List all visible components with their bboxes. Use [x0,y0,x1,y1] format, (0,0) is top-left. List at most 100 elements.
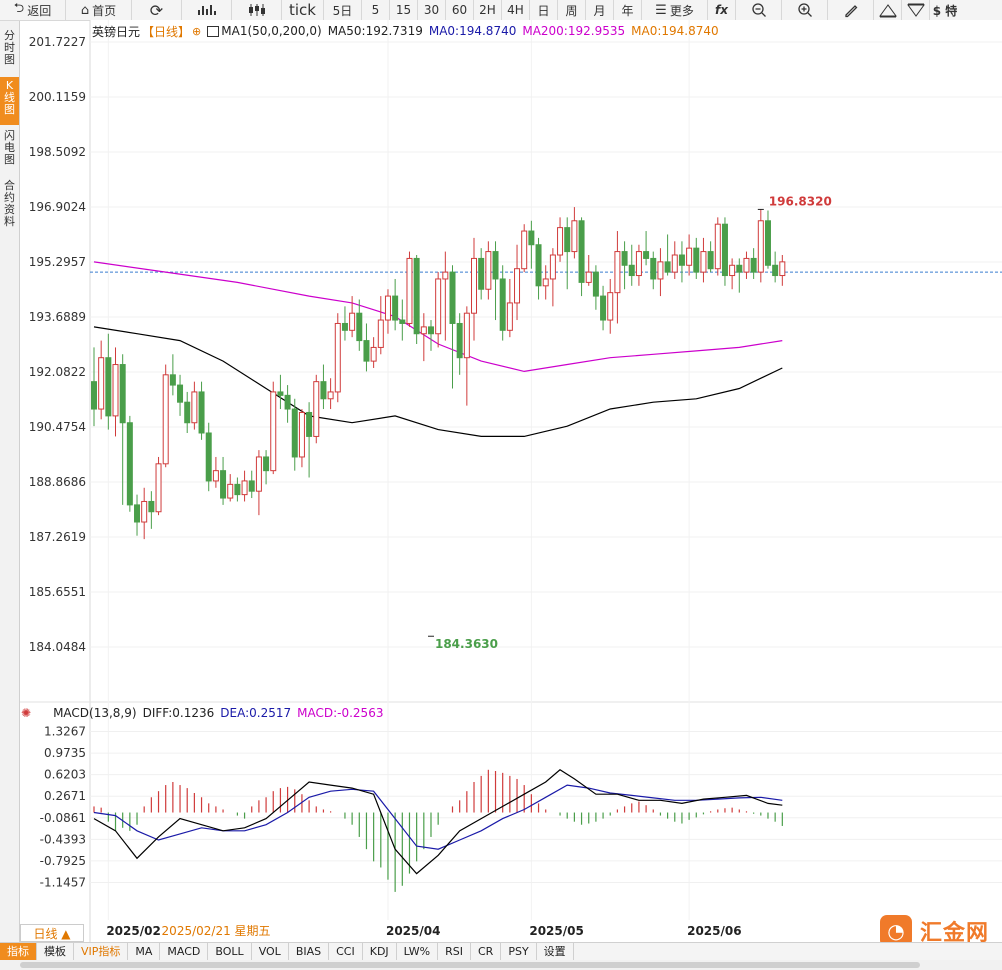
macd-dea: DEA:0.2517 [220,706,292,720]
period-dropdown[interactable]: 日线 ▲ [20,924,84,942]
macd-tick-label: -0.7925 [40,854,86,868]
zoom-in-button[interactable] [782,0,828,20]
tab-lw[interactable]: LW% [397,943,439,961]
x-tick-label: 2025/05 [529,924,583,938]
sidebar-item-timeshare[interactable]: 分时图 [0,27,19,75]
tab-vip-indicator[interactable]: VIP指标 [74,943,129,961]
period-label: 2H [479,3,496,17]
candle [750,257,757,273]
chart-up-button[interactable] [874,0,902,20]
candle [291,408,298,458]
candle [635,251,642,277]
candles [91,207,786,540]
horizontal-scrollbar[interactable] [0,960,1002,970]
refresh-button[interactable]: ⟳ [132,0,182,20]
zoom-out-icon [751,3,766,17]
period-month[interactable]: 月 [586,0,614,20]
sidebar-item-kline[interactable]: K线图 [0,77,19,125]
period-label: 年 [621,3,634,18]
draw-button[interactable] [828,0,874,20]
more-button[interactable]: ☰ 更多 [642,0,708,20]
period-5day[interactable]: 5日 [324,0,362,20]
period-year[interactable]: 年 [614,0,642,20]
candle [177,384,184,403]
candle [162,374,169,465]
diff-line [93,769,783,875]
period-2h[interactable]: 2H [474,0,502,20]
formula-button[interactable]: fx [708,0,736,20]
tab-label: CCI [336,945,355,958]
tab-cr[interactable]: CR [471,943,502,961]
dollar-button[interactable]: $ 特 [930,0,960,20]
settings-icon[interactable]: ⊕ [192,24,202,38]
price-axis: 201.7227 200.1159 198.5092 196.9024 195.2957… [29,35,86,654]
chart-down-button[interactable] [902,0,930,20]
tab-vol[interactable]: VOL [252,943,289,961]
bar-chart-button[interactable] [182,0,232,20]
period-30min[interactable]: 30 [418,0,446,20]
period-label: 日 [537,3,550,18]
candle [463,312,470,359]
candle [492,251,499,280]
pencil-icon [844,5,857,18]
candle [435,278,442,335]
candle [98,357,105,410]
candle-chart-button[interactable] [232,0,282,20]
back-label: 返回 [27,3,52,18]
macd-tick-label: 1.3267 [44,725,86,739]
period-15min[interactable]: 15 [390,0,418,20]
period-label: 5 [371,3,380,17]
tab-psy[interactable]: PSY [501,943,537,961]
macd-value: MACD:-0.2563 [297,706,384,720]
period-label: 4H [507,3,524,17]
sidebar-item-contract[interactable]: 合约资料 [0,177,19,237]
ma0b-value: MA0:194.8740 [631,24,719,38]
tab-ma[interactable]: MA [128,943,161,961]
candle [334,322,341,393]
candle [306,411,313,437]
period-day[interactable]: 日 [530,0,558,20]
y-tick-label: 196.9024 [29,200,86,214]
scrollbar-thumb[interactable] [20,962,920,968]
macd-tick-label: 0.9735 [44,746,86,760]
tab-boll[interactable]: BOLL [208,943,252,961]
macd-tick-label: 0.2671 [44,789,86,803]
period-4h[interactable]: 4H [502,0,530,20]
image-icon[interactable] [207,25,220,37]
y-tick-label: 190.4754 [29,420,86,434]
tick-button[interactable]: tick [282,0,324,20]
tab-rsi[interactable]: RSI [438,943,471,961]
back-button[interactable]: ⮌ 返回 [0,0,66,20]
tab-label: KDJ [369,945,389,958]
candle [377,319,384,348]
tab-label: PSY [508,945,529,958]
period-60min[interactable]: 60 [446,0,474,20]
period-week[interactable]: 周 [558,0,586,20]
period-dropdown-label: 日线 ▲ [33,926,71,941]
candle [449,271,456,324]
ma-group-label: MA1(50,0,200,0) [221,24,322,38]
tab-kdj[interactable]: KDJ [363,943,397,961]
tab-settings[interactable]: 设置 [537,943,574,961]
tab-label: RSI [445,945,463,958]
home-label: 首页 [92,3,117,18]
candle [298,411,305,458]
candle [671,254,678,273]
tab-macd[interactable]: MACD [160,943,209,961]
candle [363,340,370,362]
candle [478,257,485,290]
period-5min[interactable]: 5 [362,0,390,20]
tab-cci[interactable]: CCI [329,943,363,961]
candle [241,480,248,496]
zoom-out-button[interactable] [736,0,782,20]
candle [148,500,155,513]
ma200-path [93,261,783,373]
tab-bias[interactable]: BIAS [289,943,330,961]
tab-template[interactable]: 模板 [37,943,74,961]
macd-settings-icon[interactable]: ✺ [21,706,32,720]
tab-indicator[interactable]: 指标 [0,943,37,961]
tab-label: 指标 [7,945,29,958]
sidebar-item-flash[interactable]: 闪电图 [0,127,19,175]
home-button[interactable]: ⌂ 首页 [66,0,132,20]
